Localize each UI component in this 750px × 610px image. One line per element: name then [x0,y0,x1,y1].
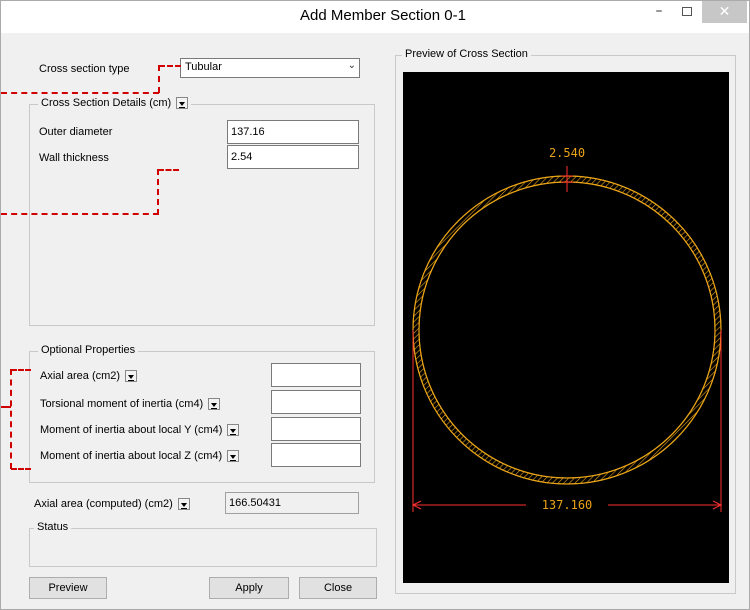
cross-section-type-label: Cross section type [39,63,130,75]
cross-section-drawing: 2.540 137.160 [411,146,723,512]
annotation-dash-10 [1,406,11,408]
diameter-dimension-text: 137.160 [542,498,593,512]
maximize-button[interactable] [673,1,701,25]
cross-section-type-value: Tubular [185,61,222,73]
cross-section-details-legend: Cross Section Details (cm) [38,97,192,110]
optional-properties-group [29,351,375,483]
inertia-y-row: Moment of inertia about local Y (cm4) [40,424,240,437]
tube-inner-edge [418,181,716,479]
minimize-icon: – [655,3,663,19]
optional-properties-label: Optional Properties [38,344,139,356]
annotation-dash-7 [11,369,31,371]
close-window-button[interactable]: ✕ [702,1,747,23]
outer-diameter-input[interactable] [227,120,359,144]
torsional-moment-label: Torsional moment of inertia (cm4) [40,398,204,410]
wall-thickness-input[interactable] [227,145,359,169]
inertia-z-label: Moment of inertia about local Z (cm4) [40,450,223,462]
annotation-dash-1 [159,65,181,67]
title-bar[interactable]: Add Member Section 0-1 – ✕ [1,1,749,33]
axial-area-label: Axial area (cm2) [40,370,121,382]
minimize-button[interactable]: – [645,1,673,25]
inertia-z-row: Moment of inertia about local Z (cm4) [40,450,240,463]
preview-label: Preview of Cross Section [402,48,531,60]
outer-diameter-label: Outer diameter [39,126,113,138]
computed-axial-area-value [225,492,359,514]
torsional-moment-input[interactable] [271,390,361,414]
units-dropdown-inertia-z[interactable] [227,450,240,463]
inertia-y-input[interactable] [271,417,361,441]
annotation-dash-4 [158,169,179,171]
maximize-icon [682,7,692,16]
units-dropdown-torsional[interactable] [208,398,221,411]
diameter-arrow-right [712,500,723,510]
close-icon: ✕ [718,4,731,20]
thickness-dimension-text: 2.540 [549,146,585,160]
cross-section-type-select[interactable]: Tubular ⌄ [180,58,360,78]
cross-section-preview-canvas: 2.540 137.160 [403,72,729,583]
units-dropdown-inertia-y[interactable] [227,424,240,437]
status-label: Status [34,521,72,533]
annotation-dash-3 [1,92,159,94]
chevron-down-icon: ⌄ [347,60,356,71]
inertia-z-input[interactable] [271,443,361,467]
preview-group [395,55,736,594]
inertia-y-label: Moment of inertia about local Y (cm4) [40,424,223,436]
dialog-body: Cross section type Tubular ⌄ Cross Secti… [14,38,741,604]
annotation-dash-8 [10,369,12,469]
units-dropdown-details[interactable] [176,97,189,110]
cross-section-details-group [29,104,375,326]
window-title: Add Member Section 0-1 [300,7,466,24]
apply-button[interactable]: Apply [209,577,289,599]
computed-axial-area-label: Axial area (computed) (cm2) [34,498,173,510]
annotation-dash-5 [157,169,159,215]
axial-area-row: Axial area (cm2) [40,370,138,383]
diameter-arrow-left [411,500,422,510]
annotation-dash-2 [158,65,160,93]
units-dropdown-axial-area[interactable] [125,370,138,383]
close-button[interactable]: Close [299,577,377,599]
preview-button[interactable]: Preview [29,577,107,599]
computed-axial-area-row: Axial area (computed) (cm2) [34,498,190,511]
tube-wall-section [412,175,722,485]
cross-section-details-label: Cross Section Details (cm) [41,97,172,109]
torsional-row: Torsional moment of inertia (cm4) [40,398,221,411]
annotation-dash-6 [1,213,159,215]
axial-area-input[interactable] [271,363,361,387]
wall-thickness-label: Wall thickness [39,152,109,164]
units-dropdown-computed[interactable] [177,498,190,511]
status-group [29,528,377,567]
annotation-dash-9 [11,468,31,470]
